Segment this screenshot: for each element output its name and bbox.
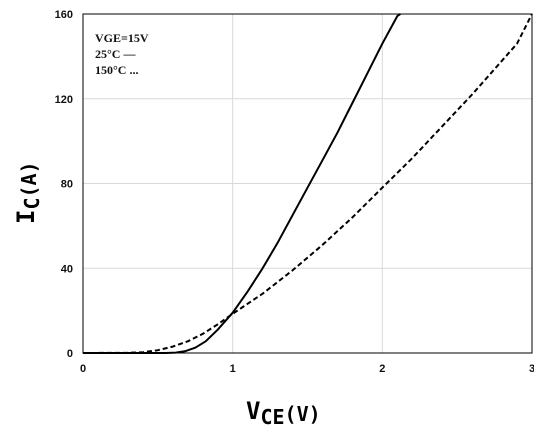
y-axis-title-sub: C xyxy=(20,198,44,210)
y-axis-title: IC(A) xyxy=(12,161,44,224)
x-axis-title-main: V xyxy=(246,397,260,425)
y-tick-label: 120 xyxy=(55,94,73,106)
x-tick-label: 0 xyxy=(80,363,86,375)
x-tick-label: 2 xyxy=(379,363,385,375)
y-tick-label: 80 xyxy=(61,179,73,191)
y-tick-label: 40 xyxy=(61,263,73,275)
legend-line-1: VGE=15V xyxy=(95,31,149,45)
series-layer xyxy=(82,13,533,354)
plot-frame xyxy=(82,13,533,354)
y-axis-title-main: I xyxy=(12,210,40,224)
x-axis-title-sub: CE xyxy=(260,405,284,429)
y-tick-label: 160 xyxy=(55,9,73,21)
x-tick-label: 1 xyxy=(230,363,236,375)
legend: VGE=15V 25°C — 150°C ... xyxy=(95,31,149,77)
y-tick-label: 0 xyxy=(67,348,73,360)
legend-line-3: 150°C ... xyxy=(95,63,138,77)
x-axis-title-unit: (V) xyxy=(285,402,321,426)
y-axis-title-unit: (A) xyxy=(17,161,41,197)
series-line-solid xyxy=(83,13,401,354)
legend-line-2: 25°C — xyxy=(95,47,136,61)
x-axis-title: VCE(V) xyxy=(246,397,321,429)
tick-labels: 0 1 2 3 0 40 80 120 160 xyxy=(55,9,534,375)
grid-lines xyxy=(83,14,532,353)
x-tick-label: 3 xyxy=(529,363,534,375)
